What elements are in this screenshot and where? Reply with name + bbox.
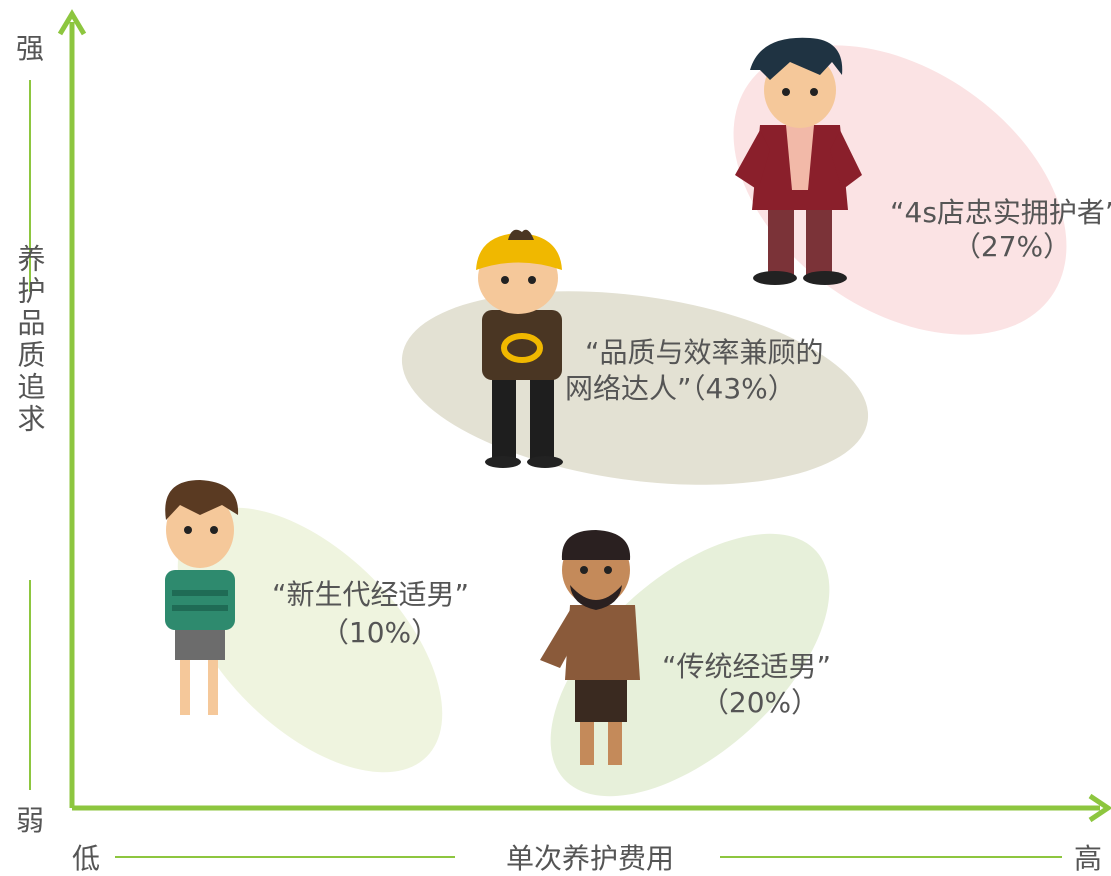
x-high: 高 — [1074, 842, 1102, 875]
axes — [57, 9, 1111, 823]
figure-cap — [476, 229, 563, 468]
y-title: 养护品质追求 — [14, 244, 47, 436]
figure-young — [165, 480, 239, 715]
guide-lines — [29, 80, 1062, 858]
group-label: 网络达人”（43%） — [565, 372, 796, 405]
x-low: 低 — [72, 842, 100, 875]
group-share: （20%） — [701, 686, 819, 719]
bubble — [177, 507, 443, 773]
y-high: 强 — [16, 32, 44, 65]
group-label: “4s店忠实拥护者” — [890, 196, 1111, 229]
group-label: “品质与效率兼顾的 — [585, 336, 824, 369]
group-share: （27%） — [953, 230, 1071, 263]
y-low: 弱 — [16, 804, 44, 837]
figure-suit — [735, 37, 862, 285]
group-share: （10%） — [321, 616, 439, 649]
figure-beard — [540, 530, 640, 765]
group-label: “新生代经适男” — [272, 578, 469, 611]
group-label: “传统经适男” — [662, 650, 831, 683]
x-title: 单次养护费用 — [506, 842, 674, 875]
